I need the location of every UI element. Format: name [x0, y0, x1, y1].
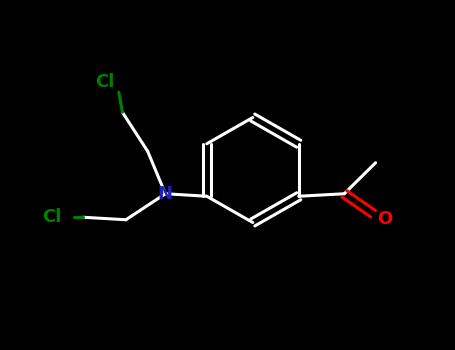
- Text: O: O: [377, 210, 392, 228]
- Text: Cl: Cl: [95, 73, 114, 91]
- Text: Cl: Cl: [42, 208, 61, 226]
- Text: N: N: [158, 185, 173, 203]
